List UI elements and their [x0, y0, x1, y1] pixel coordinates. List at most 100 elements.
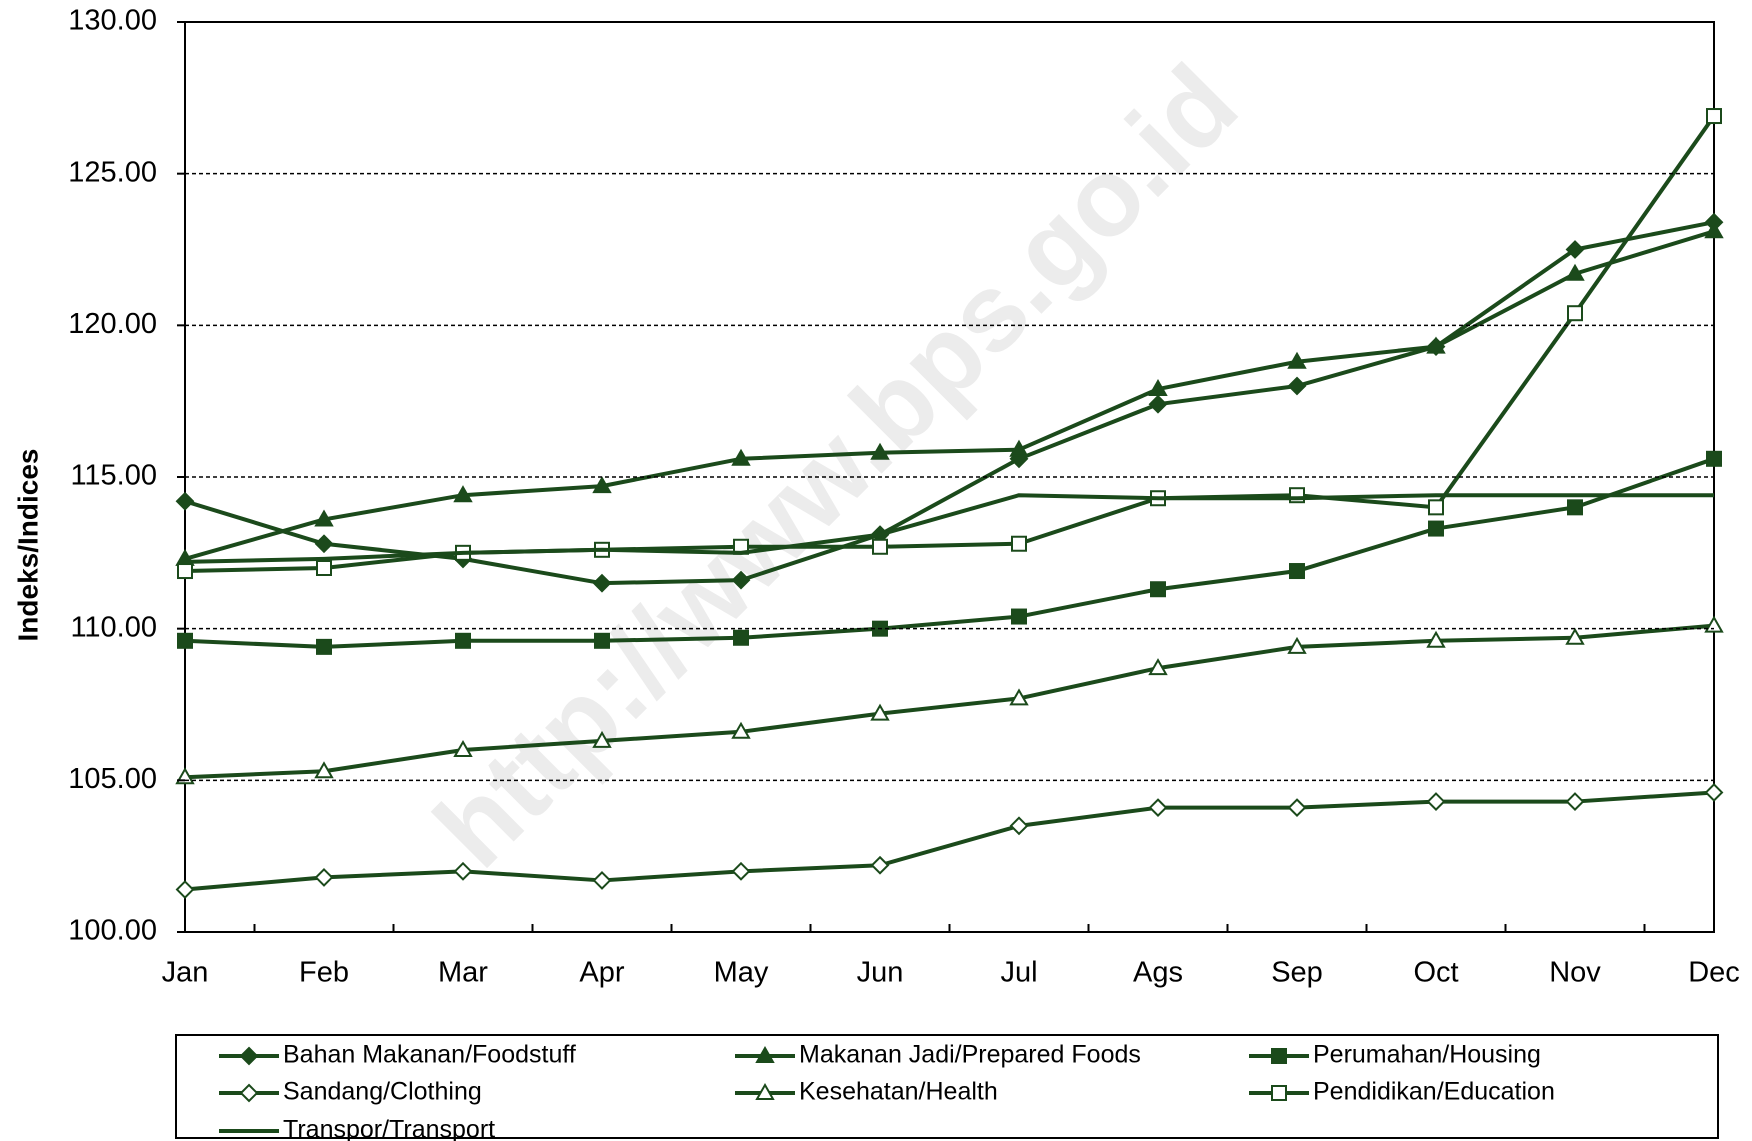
- marker: [1704, 615, 1724, 633]
- x-tick-label: Jun: [857, 957, 904, 989]
- marker: [455, 632, 471, 649]
- marker: [592, 730, 612, 748]
- marker: [314, 761, 334, 779]
- marker: [314, 867, 334, 887]
- marker: [239, 1046, 259, 1066]
- marker: [1706, 450, 1722, 467]
- marker: [1009, 439, 1029, 457]
- y-tick-label: 115.00: [70, 460, 157, 492]
- marker: [1704, 221, 1724, 239]
- marker: [1426, 792, 1446, 811]
- marker: [453, 485, 473, 503]
- marker: [316, 638, 332, 655]
- marker: [731, 448, 751, 466]
- y-tick-label: 105.00: [68, 763, 157, 795]
- series-line: [184, 493, 1714, 564]
- marker: [1287, 376, 1307, 396]
- marker: [733, 629, 749, 646]
- x-tick-label: Feb: [299, 957, 349, 989]
- marker: [314, 534, 334, 554]
- legend-label: Pendidikan/Education: [1313, 1078, 1555, 1106]
- marker: [1565, 792, 1585, 811]
- marks: [175, 108, 1724, 899]
- marker: [1289, 563, 1305, 580]
- marker: [1567, 305, 1583, 322]
- x-tick-label: May: [714, 957, 769, 989]
- marker: [1148, 394, 1168, 414]
- marker: [177, 563, 193, 580]
- marker: [1426, 630, 1446, 648]
- marker: [1704, 783, 1724, 802]
- x-tick-label: Ags: [1133, 957, 1183, 989]
- marker: [1428, 520, 1444, 537]
- marker: [870, 703, 890, 721]
- marker: [1009, 816, 1029, 836]
- marker: [1567, 499, 1583, 516]
- marker: [1565, 240, 1585, 259]
- marker: [175, 491, 195, 511]
- series-line: [184, 790, 1715, 892]
- marker: [870, 855, 890, 875]
- marker: [870, 442, 890, 460]
- marker: [731, 570, 751, 590]
- marker: [594, 632, 610, 649]
- legend-label: Transpor/Transport: [283, 1116, 495, 1141]
- x-tick-label: Apr: [579, 957, 624, 989]
- y-axis-label: Indeks/Indices: [12, 449, 43, 642]
- y-tick-label: 125.00: [68, 156, 157, 188]
- x-tick-label: Sep: [1271, 957, 1323, 989]
- x-tick-label: Oct: [1413, 957, 1458, 989]
- series-line: [184, 229, 1715, 561]
- marker: [1426, 336, 1446, 354]
- marker: [592, 573, 612, 593]
- y-tick-label: 130.00: [68, 5, 157, 37]
- marker: [1148, 379, 1168, 397]
- marker: [453, 739, 473, 757]
- legend-label: Sandang/Clothing: [283, 1078, 482, 1106]
- y-tick-label: 120.00: [68, 308, 157, 340]
- marker: [755, 1082, 775, 1100]
- marker: [1287, 636, 1307, 654]
- marker: [592, 476, 612, 494]
- marker: [731, 721, 751, 739]
- legend-label: Bahan Makanan/Foodstuff: [283, 1041, 576, 1069]
- y-tick-label: 110.00: [70, 611, 157, 643]
- marker: [314, 509, 334, 527]
- series-line: [184, 623, 1715, 780]
- marker: [872, 538, 888, 555]
- legend-label: Makanan Jadi/Prepared Foods: [799, 1041, 1141, 1069]
- marker: [1009, 688, 1029, 706]
- marker: [453, 861, 473, 881]
- legend-box: [175, 1034, 1719, 1139]
- marker: [316, 560, 332, 576]
- marker: [177, 632, 193, 649]
- marker: [731, 861, 751, 881]
- marker: [1148, 658, 1168, 676]
- marker: [175, 880, 195, 899]
- x-tick-label: Jul: [1000, 957, 1037, 989]
- marker: [1565, 627, 1585, 645]
- marker: [1287, 798, 1307, 818]
- marker: [1706, 108, 1722, 125]
- marker: [1011, 535, 1027, 552]
- x-tick-label: Nov: [1549, 957, 1601, 989]
- marker: [1428, 499, 1444, 516]
- marker: [1271, 1048, 1287, 1064]
- series-line: [184, 456, 1715, 649]
- marker: [1287, 351, 1307, 369]
- marker: [239, 1083, 259, 1103]
- marker: [755, 1045, 775, 1063]
- x-tick-label: Dec: [1688, 957, 1740, 989]
- legend-label: Kesehatan/Health: [799, 1078, 998, 1106]
- marker: [1011, 608, 1027, 625]
- x-tick-label: Mar: [438, 957, 488, 989]
- marker: [1565, 263, 1585, 281]
- marker: [1148, 798, 1168, 818]
- marker: [1271, 1085, 1287, 1101]
- legend-label: Perumahan/Housing: [1313, 1041, 1541, 1069]
- watermark: http://www.bps.go.id: [412, 42, 1261, 891]
- y-tick-label: 100.00: [68, 915, 157, 947]
- marker: [592, 871, 612, 890]
- marker: [1150, 581, 1166, 598]
